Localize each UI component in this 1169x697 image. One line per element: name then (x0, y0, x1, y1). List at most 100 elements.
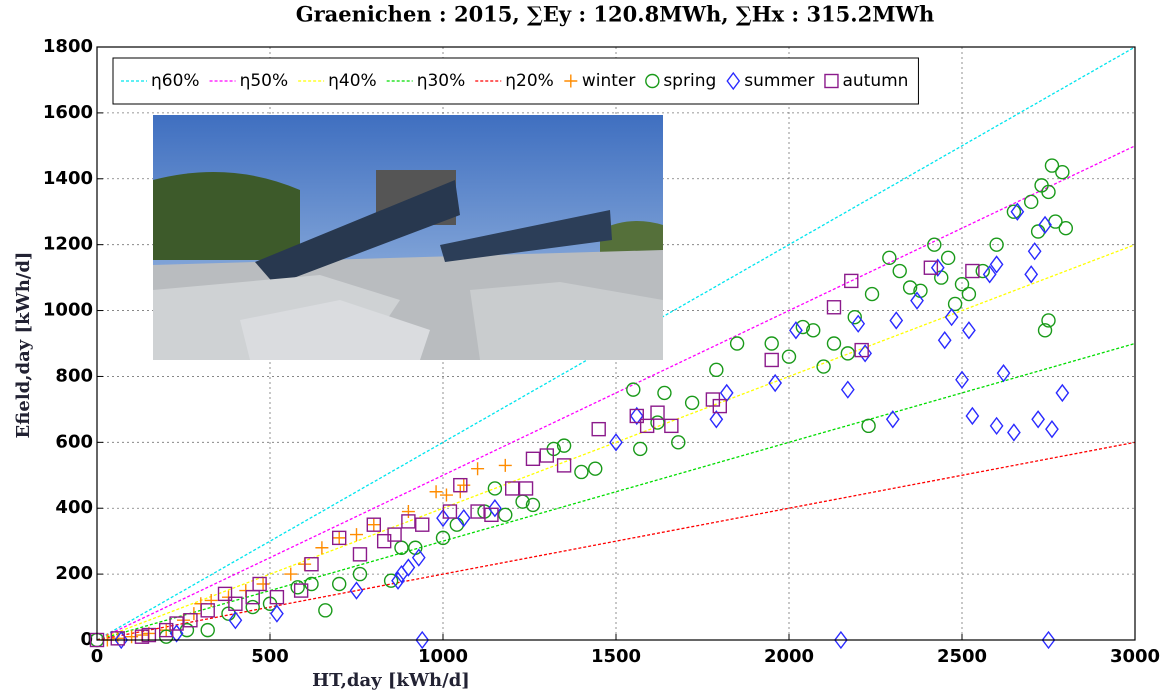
data-point (450, 518, 463, 531)
data-point (842, 382, 854, 398)
data-point (765, 337, 778, 350)
data-point (721, 385, 733, 401)
x-tick-label: 3000 (1110, 646, 1160, 667)
data-point (963, 322, 975, 338)
data-point (575, 465, 588, 478)
data-point (201, 604, 214, 617)
chart: Graenichen : 2015, ∑Ey : 120.8MWh, ∑Hx :… (0, 0, 1169, 697)
data-point (686, 396, 699, 409)
legend-label: spring (663, 71, 716, 91)
data-point (956, 372, 968, 388)
x-tick-label: 2000 (764, 646, 814, 667)
chart-title: Graenichen : 2015, ∑Ey : 120.8MWh, ∑Hx :… (296, 2, 935, 27)
data-point (333, 531, 346, 544)
data-point (367, 518, 380, 531)
data-point (430, 485, 443, 498)
data-point (887, 411, 899, 427)
data-point (1056, 385, 1068, 401)
x-axis-label: HT,day [kWh/d] (312, 670, 470, 691)
photo (153, 115, 663, 360)
data-point (1025, 266, 1037, 282)
data-point (827, 337, 840, 350)
data-point (1046, 421, 1058, 437)
data-point (499, 508, 512, 521)
reference-line (97, 442, 1135, 640)
data-point (440, 489, 453, 502)
data-point (790, 322, 802, 338)
legend-label: autumn (842, 71, 908, 91)
x-tick-label: 2500 (937, 646, 987, 667)
data-point (1029, 243, 1041, 259)
data-point (866, 288, 879, 301)
legend-label: η60% (151, 71, 200, 91)
data-point (962, 288, 975, 301)
data-point (946, 309, 958, 325)
data-point (413, 550, 425, 566)
data-point (942, 251, 955, 264)
legend-label: η40% (328, 71, 377, 91)
y-tick-label: 1000 (43, 300, 93, 321)
y-tick-label: 400 (55, 497, 93, 518)
legend-label: η30% (417, 71, 466, 91)
y-tick-label: 200 (55, 563, 93, 584)
legend-label: summer (744, 71, 814, 91)
data-point (765, 353, 778, 366)
data-point (558, 459, 571, 472)
data-point (471, 462, 484, 475)
data-point (506, 482, 519, 495)
data-point (991, 418, 1003, 434)
data-point (291, 581, 304, 594)
data-point (351, 583, 363, 599)
data-point (893, 265, 906, 278)
data-point (1032, 411, 1044, 427)
legend: η60% η50% η40% η30% η20% winter spring summer au… (113, 58, 918, 104)
y-tick-label: 1800 (43, 36, 93, 57)
data-point (589, 462, 602, 475)
data-point (1056, 166, 1069, 179)
data-point (402, 560, 414, 576)
data-point (627, 383, 640, 396)
data-point (333, 577, 346, 590)
y-tick-label: 800 (55, 365, 93, 386)
data-point (526, 452, 539, 465)
data-point (827, 301, 840, 314)
data-point (966, 408, 978, 424)
data-point (592, 423, 605, 436)
data-point (710, 363, 723, 376)
legend-label: η20% (505, 71, 554, 91)
data-point (634, 442, 647, 455)
data-point (499, 459, 512, 472)
legend-label: η50% (240, 71, 289, 91)
y-tick-label: 1400 (43, 168, 93, 189)
data-point (257, 577, 270, 590)
data-point (319, 604, 332, 617)
data-point (710, 411, 722, 427)
data-point (353, 568, 366, 581)
data-point (416, 518, 429, 531)
data-point (817, 360, 830, 373)
y-axis-label: Efield,day [kWh/d] (13, 252, 34, 439)
data-point (890, 312, 902, 328)
data-point (520, 482, 533, 495)
data-point (284, 568, 297, 581)
y-tick-label: 600 (55, 431, 93, 452)
data-point (246, 601, 259, 614)
data-point (1059, 222, 1072, 235)
legend-label: winter (582, 71, 636, 91)
data-point (665, 419, 678, 432)
data-point (201, 624, 214, 637)
data-point (862, 419, 875, 432)
data-point (1008, 424, 1020, 440)
data-point (395, 541, 408, 554)
data-point (457, 479, 470, 492)
data-point (841, 347, 854, 360)
data-point (1025, 195, 1038, 208)
data-point (998, 365, 1010, 381)
y-tick-label: 1600 (43, 102, 93, 123)
data-point (1032, 225, 1045, 238)
data-point (939, 332, 951, 348)
x-tick-label: 1000 (418, 646, 468, 667)
x-tick-label: 1500 (591, 646, 641, 667)
data-point (205, 594, 218, 607)
data-point (658, 386, 671, 399)
